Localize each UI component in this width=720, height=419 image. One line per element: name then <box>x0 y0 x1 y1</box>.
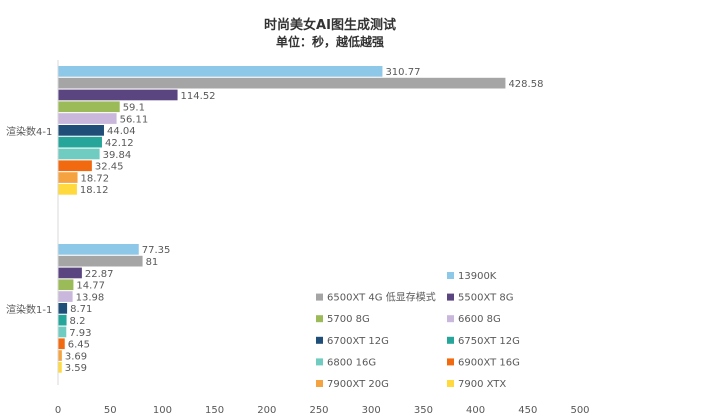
bar <box>58 326 67 338</box>
legend-label: 6900XT 16G <box>458 357 520 368</box>
legend-label: 6800 16G <box>327 357 376 368</box>
bar <box>58 172 78 183</box>
legend: 13900K 6500XT 4G 低显存模式 5500XT 8G 5700 8G 660… <box>316 271 520 390</box>
x-tick-label: 350 <box>414 405 433 416</box>
legend-label: 7900XT 20G <box>327 379 389 390</box>
category-label: 渲染数4-1 <box>6 125 52 138</box>
legend-swatch <box>447 315 454 323</box>
legend-label: 5700 8G <box>327 314 370 325</box>
bar <box>58 267 82 279</box>
data-label: 3.69 <box>65 351 87 362</box>
bar <box>58 184 77 195</box>
x-tick-label: 500 <box>570 405 589 416</box>
bar <box>58 66 383 77</box>
data-label: 39.84 <box>103 150 132 161</box>
bar <box>58 255 143 267</box>
legend-swatch <box>316 358 323 366</box>
data-label: 428.58 <box>508 79 543 90</box>
bar <box>58 291 73 302</box>
data-label: 7.93 <box>69 328 91 339</box>
data-label: 114.52 <box>181 91 216 102</box>
bar <box>58 303 68 314</box>
bar <box>58 125 104 136</box>
data-label: 42.12 <box>105 138 134 149</box>
data-label: 14.77 <box>76 281 105 292</box>
data-label: 3.59 <box>65 363 87 374</box>
data-label: 6.45 <box>68 340 90 351</box>
x-tick-label: 450 <box>518 405 537 416</box>
data-label: 18.72 <box>81 173 110 184</box>
legend-label: 13900K <box>458 271 497 282</box>
data-label: 77.35 <box>142 245 171 256</box>
bar <box>58 362 62 373</box>
bar <box>58 101 120 113</box>
x-tick-label: 300 <box>362 405 381 416</box>
data-label: 18.12 <box>80 185 109 196</box>
legend-swatch <box>447 358 454 366</box>
x-tick-label: 0 <box>55 405 61 416</box>
legend-swatch <box>447 293 454 301</box>
data-label: 56.11 <box>120 114 149 125</box>
legend-label: 6750XT 12G <box>458 336 520 347</box>
x-tick-label: 150 <box>205 405 224 416</box>
bar <box>58 148 100 160</box>
bar <box>58 113 117 124</box>
category-label: 渲染数1-1 <box>6 303 52 316</box>
bar <box>58 89 178 101</box>
data-label: 8.71 <box>70 304 92 315</box>
bar <box>58 338 65 350</box>
x-tick-label: 400 <box>466 405 485 416</box>
plot-area: 0 50 100 150 200 250 300 350 400 450 500 渲染数4-1 渲染数1… <box>6 60 590 416</box>
legend-label: 5500XT 8G <box>458 293 514 304</box>
bar <box>58 136 102 148</box>
bar <box>58 279 74 291</box>
chart-subtitle: 单位：秒，越低越强 <box>276 34 384 49</box>
data-label: 44.04 <box>107 126 136 137</box>
legend-label: 6600 8G <box>458 314 501 325</box>
data-label: 81 <box>146 257 159 268</box>
bar <box>58 314 67 326</box>
legend-label: 6500XT 4G 低显存模式 <box>327 291 436 304</box>
bar <box>58 160 92 172</box>
legend-swatch <box>316 336 323 344</box>
legend-swatch <box>447 336 454 344</box>
data-label: 8.2 <box>70 316 86 327</box>
legend-swatch <box>447 272 454 279</box>
data-label: 32.45 <box>95 162 124 173</box>
x-tick-label: 100 <box>153 405 172 416</box>
x-tick-label: 250 <box>309 405 328 416</box>
legend-swatch <box>316 293 323 301</box>
legend-label: 6700XT 12G <box>327 336 389 347</box>
bar <box>58 244 139 255</box>
legend-swatch <box>447 380 454 387</box>
bar <box>58 350 62 361</box>
legend-swatch <box>316 315 323 323</box>
data-label: 13.98 <box>76 292 105 303</box>
x-tick-label: 50 <box>104 405 117 416</box>
legend-swatch <box>316 380 323 387</box>
x-tick-label: 200 <box>257 405 276 416</box>
bar <box>58 77 506 89</box>
data-label: 22.87 <box>85 269 114 280</box>
data-label: 59.1 <box>123 103 145 114</box>
data-label: 310.77 <box>385 67 420 78</box>
legend-label: 7900 XTX <box>458 379 506 390</box>
chart-title: 时尚美女AI图生成测试 <box>264 17 396 33</box>
